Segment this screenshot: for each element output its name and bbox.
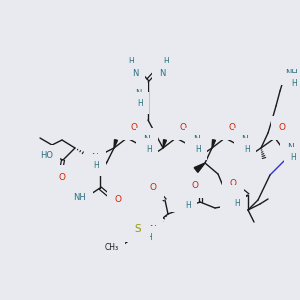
- Text: N: N: [193, 136, 200, 145]
- Text: N: N: [178, 196, 185, 205]
- Text: H: H: [195, 145, 201, 154]
- Text: H: H: [234, 199, 240, 208]
- Text: N: N: [135, 89, 141, 98]
- Text: H: H: [291, 80, 297, 88]
- Text: N: N: [132, 70, 138, 79]
- Text: N: N: [288, 143, 294, 152]
- Text: NH: NH: [285, 70, 297, 79]
- Text: H: H: [244, 145, 250, 154]
- Text: O: O: [179, 124, 187, 133]
- Text: O: O: [58, 172, 65, 182]
- Text: O: O: [130, 124, 137, 133]
- Text: NH: NH: [74, 194, 86, 202]
- Text: H: H: [137, 98, 143, 107]
- Text: O: O: [149, 184, 157, 193]
- Text: H: H: [93, 160, 99, 169]
- Polygon shape: [114, 140, 118, 148]
- Text: H: H: [185, 202, 191, 211]
- Text: H: H: [290, 154, 296, 163]
- Text: H: H: [79, 200, 85, 208]
- Text: N: N: [92, 152, 98, 161]
- Text: O: O: [278, 124, 286, 133]
- Text: H: H: [128, 56, 134, 65]
- Text: O: O: [229, 124, 236, 133]
- Text: N: N: [159, 70, 165, 79]
- Text: N: N: [228, 193, 234, 202]
- Text: H: H: [146, 232, 152, 242]
- Text: O: O: [191, 182, 199, 190]
- Text: S: S: [135, 224, 141, 234]
- Text: N: N: [144, 136, 150, 145]
- Text: CH₃: CH₃: [105, 244, 119, 253]
- Text: HO: HO: [40, 152, 53, 160]
- Text: H: H: [146, 145, 152, 154]
- Text: N: N: [148, 224, 155, 233]
- Text: O: O: [115, 196, 122, 205]
- Text: H: H: [163, 56, 169, 65]
- Polygon shape: [212, 140, 215, 148]
- Polygon shape: [194, 163, 205, 172]
- Text: N: N: [242, 136, 248, 145]
- Text: NH: NH: [74, 190, 86, 199]
- Polygon shape: [163, 140, 166, 148]
- Text: O: O: [230, 178, 236, 188]
